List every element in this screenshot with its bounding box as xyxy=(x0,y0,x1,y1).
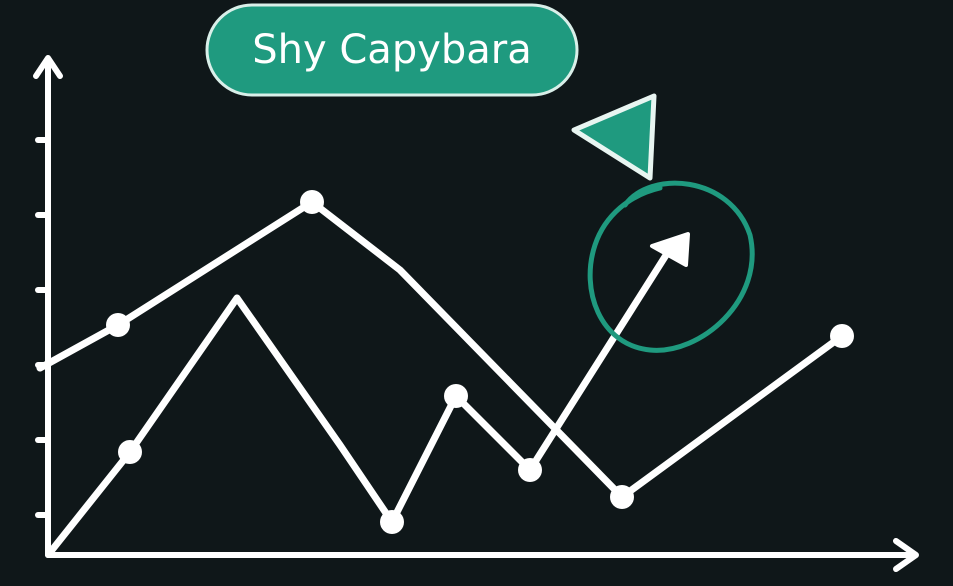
points xyxy=(106,190,854,534)
point xyxy=(106,313,130,337)
axes xyxy=(33,55,919,572)
label-pill xyxy=(205,3,579,97)
label-text: Shy Capybara xyxy=(252,27,532,73)
point xyxy=(444,384,468,408)
trend-arrow-head xyxy=(650,232,690,267)
point xyxy=(300,190,324,214)
point xyxy=(610,485,634,509)
cursor xyxy=(571,93,657,181)
point xyxy=(118,440,142,464)
point xyxy=(518,458,542,482)
highlight-circle xyxy=(587,180,755,353)
x-axis-arrow xyxy=(893,538,919,572)
upper-line xyxy=(36,198,846,501)
lower-line xyxy=(48,248,672,554)
point xyxy=(830,324,854,348)
y-axis-arrow xyxy=(33,55,63,79)
point xyxy=(380,510,404,534)
